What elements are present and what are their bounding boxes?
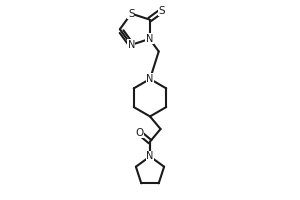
Text: N: N <box>146 34 153 44</box>
Text: N: N <box>128 40 135 50</box>
Text: S: S <box>128 9 134 19</box>
Text: S: S <box>158 6 165 16</box>
Text: N: N <box>146 74 154 84</box>
Text: O: O <box>135 128 144 138</box>
Text: N: N <box>146 151 154 161</box>
